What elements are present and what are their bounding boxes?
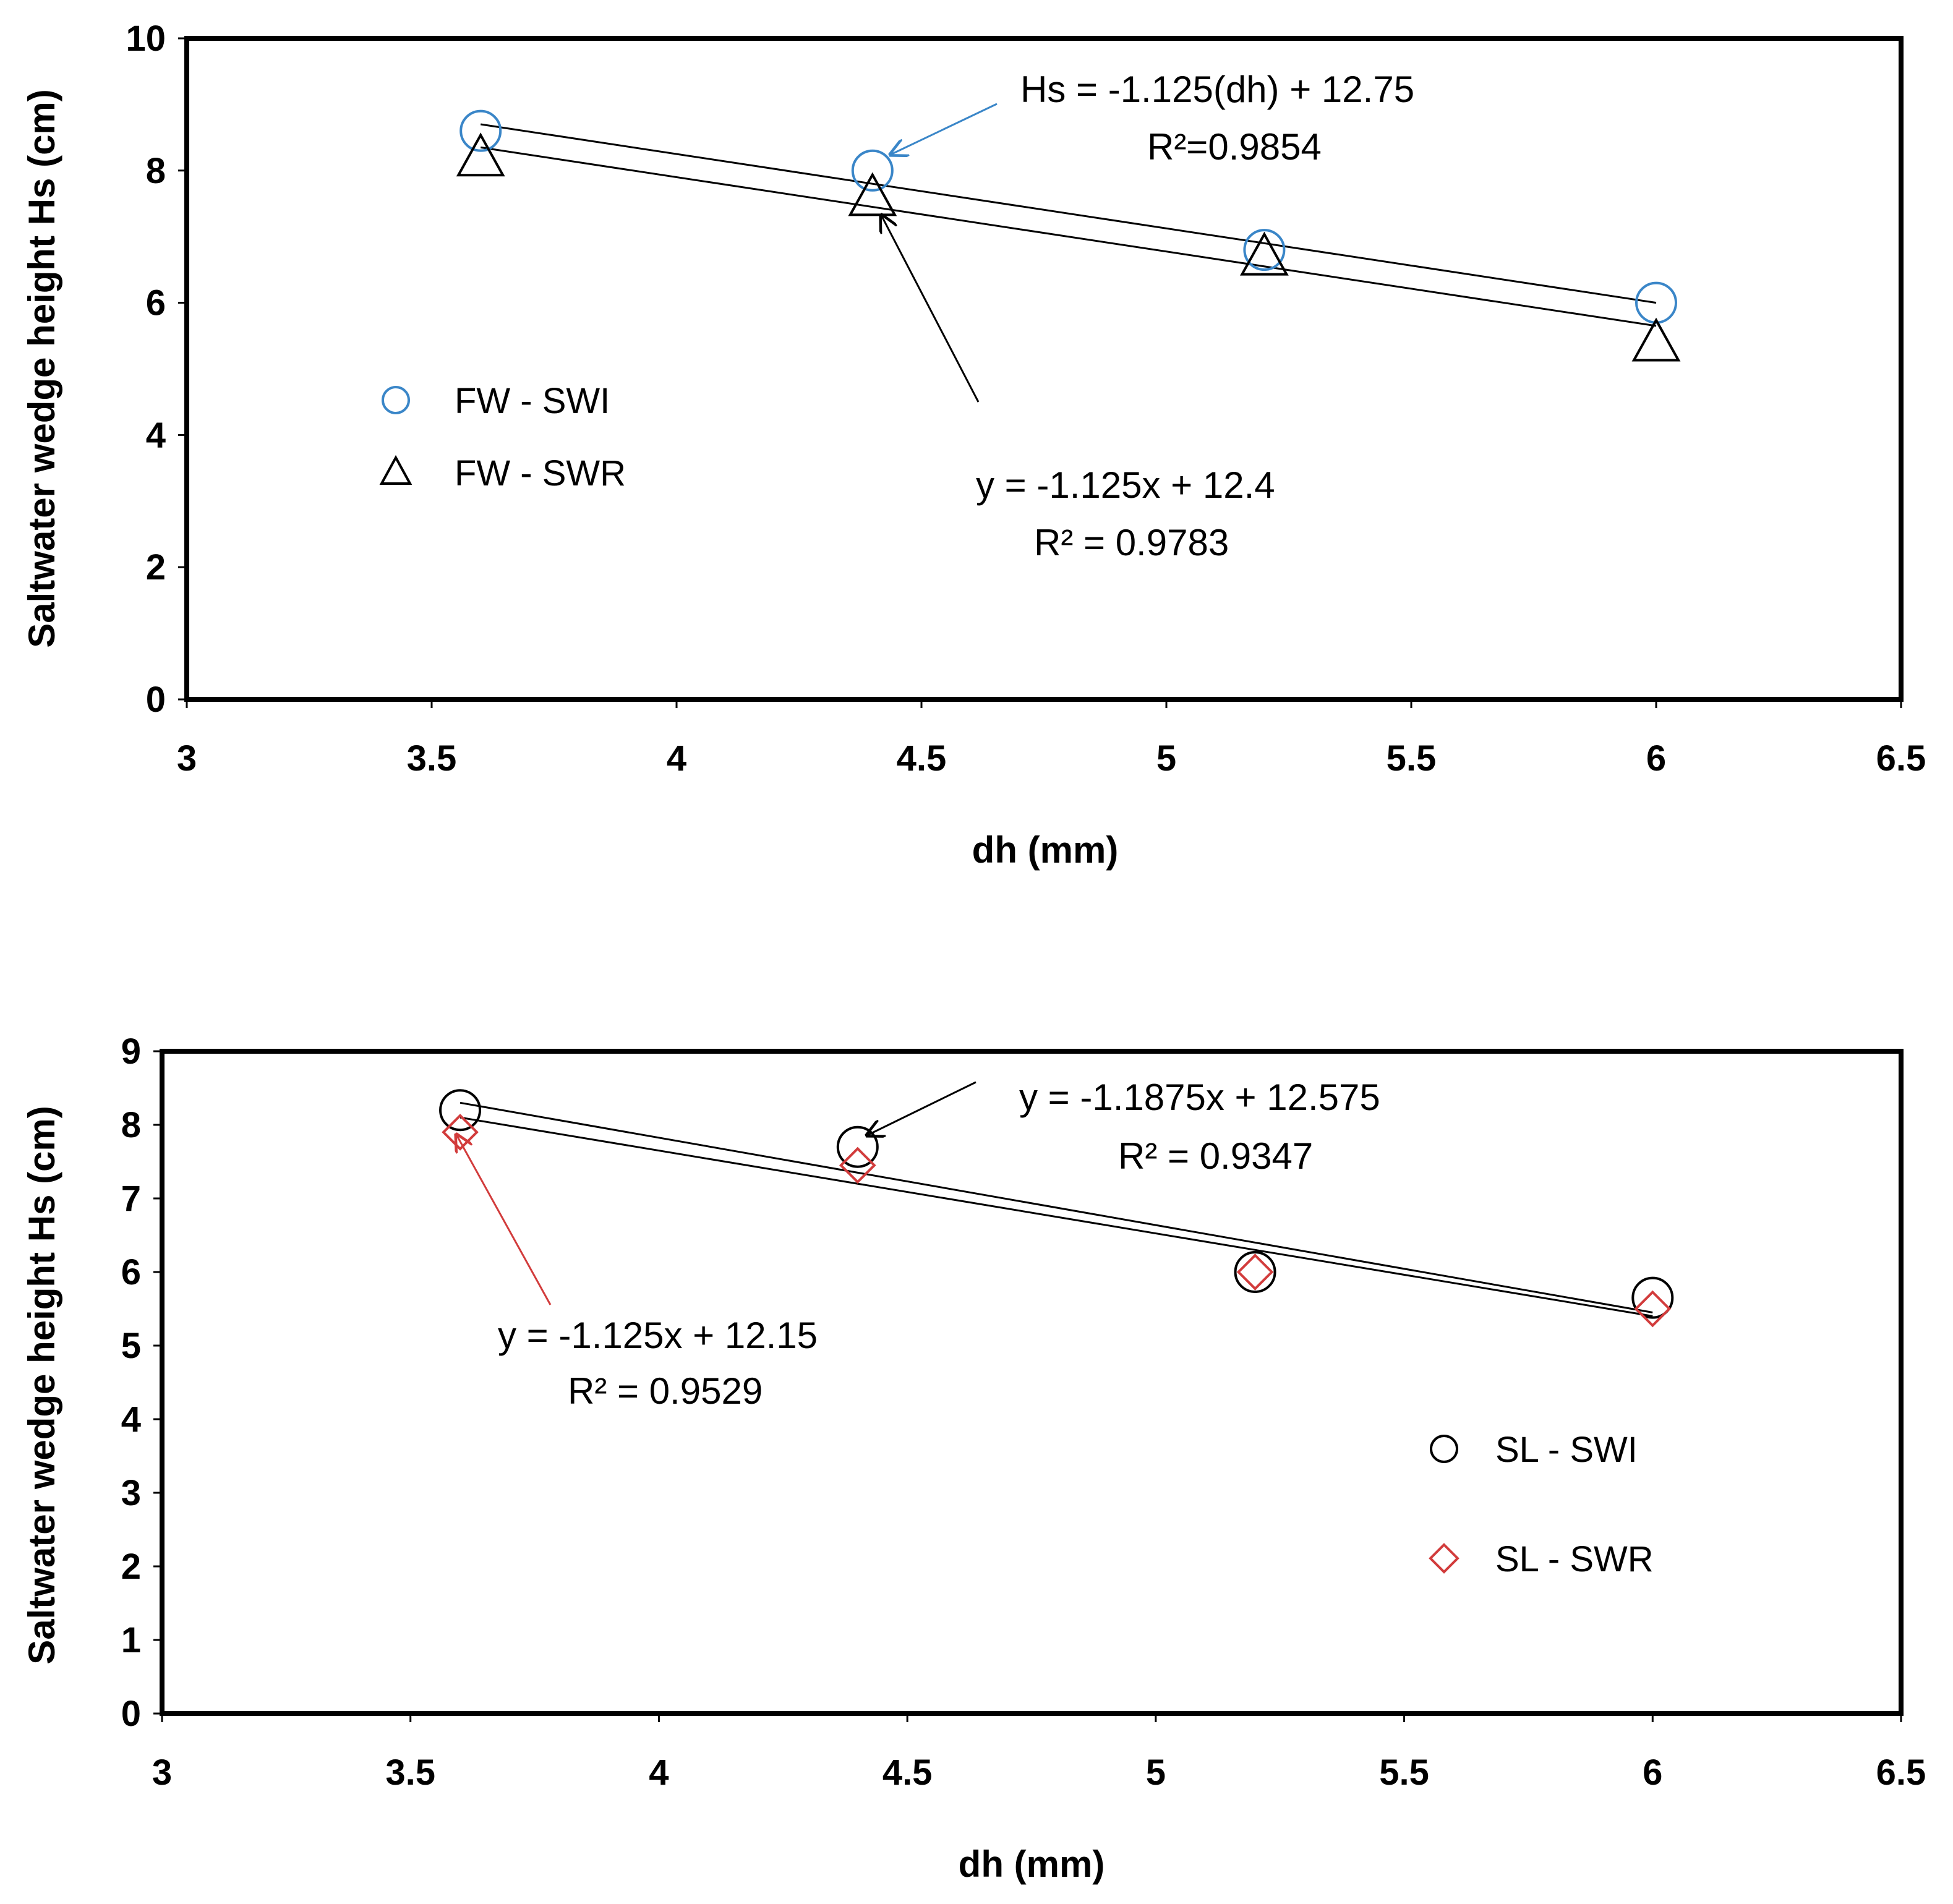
chart-1: 3 3.5 4 4.5 5 5.5 6 6.5 0 2 4 6 8 10 Saltwater wedge … <box>21 19 1926 871</box>
y-tick-label: 6 <box>121 1252 141 1292</box>
y-tick-label: 4 <box>121 1399 141 1440</box>
chart-2-ticks: 3 3.5 4 4.5 5 5.5 6 6.5 0 1 2 3 4 5 6 7 8 9 <box>121 1031 1926 1793</box>
legend-circle-marker-icon <box>1430 1435 1458 1463</box>
chart-1-plot-frame <box>184 36 1904 702</box>
chart-1-equation-fw-swi: Hs = -1.125(dh) + 12.75 <box>1020 69 1414 110</box>
trendline-fw-swi <box>480 123 1657 304</box>
data-point-sl-swi <box>1234 1251 1276 1293</box>
data-point-fw-swr <box>456 132 505 177</box>
x-tick-label: 4 <box>649 1752 669 1793</box>
chart-1-points <box>456 109 1681 362</box>
x-tick-label: 6.5 <box>1876 1752 1926 1793</box>
chart-1-y-axis-title: Saltwater wedge height Hs (cm) <box>21 89 62 648</box>
chart-2-y-axis-title: Saltwater wedge height Hs (cm) <box>21 1106 62 1665</box>
data-point-fw-swr <box>1631 317 1681 362</box>
chart-2-points <box>439 1089 1674 1328</box>
legend-label-sl-swr: SL - SWR <box>1495 1539 1654 1579</box>
data-point-sl-swr <box>1634 1290 1672 1328</box>
chart-2-trendlines <box>459 1101 1653 1317</box>
y-tick-label: 6 <box>146 283 166 323</box>
x-tick-label: 6.5 <box>1876 738 1926 779</box>
x-tick-label: 3 <box>177 738 197 779</box>
legend-circle-marker-icon <box>382 386 410 414</box>
data-point-fw-swi <box>1243 229 1286 271</box>
chart-1-arrow-fw-swi <box>891 103 998 155</box>
chart-1-trendlines <box>480 123 1657 327</box>
y-tick-label: 0 <box>121 1694 141 1734</box>
y-tick-label: 7 <box>121 1179 141 1219</box>
data-point-sl-swi <box>1631 1276 1674 1319</box>
data-point-fw-swi <box>459 109 502 152</box>
data-point-sl-swi <box>439 1089 482 1132</box>
chart-2-equation-sl-swi: y = -1.1875x + 12.575 <box>1019 1077 1380 1118</box>
chart-1-arrow-fw-swr <box>881 215 980 403</box>
y-tick-label: 10 <box>126 19 166 59</box>
data-point-fw-swr <box>848 172 897 216</box>
x-tick-label: 3.5 <box>407 738 457 779</box>
data-point-sl-swr <box>839 1146 876 1184</box>
y-tick-label: 2 <box>146 547 166 587</box>
chart-1-x-axis-title: dh (mm) <box>972 829 1119 871</box>
legend-label-fw-swr: FW - SWR <box>455 453 626 493</box>
legend-diamond-marker-icon <box>1429 1543 1459 1574</box>
chart-2-arrow-sl-swi <box>867 1081 976 1135</box>
data-point-sl-swi <box>836 1125 879 1168</box>
chart-1-r2-fw-swi: R²=0.9854 <box>1147 126 1322 168</box>
legend-label-sl-swi: SL - SWI <box>1495 1430 1638 1470</box>
y-tick-label: 5 <box>121 1326 141 1366</box>
trendline-sl-swi <box>459 1101 1653 1313</box>
x-tick-label: 4.5 <box>882 1752 933 1793</box>
chart-2-x-axis-title: dh (mm) <box>959 1843 1105 1885</box>
x-tick-label: 6 <box>1646 738 1666 779</box>
y-tick-label: 2 <box>121 1547 141 1587</box>
y-tick-label: 4 <box>146 415 166 455</box>
x-tick-label: 4 <box>667 738 686 779</box>
x-tick-label: 5.5 <box>1387 738 1437 779</box>
chart-2-r2-sl-swr: R² = 0.9529 <box>568 1370 763 1412</box>
chart-2-equation-sl-swr: y = -1.125x + 12.15 <box>498 1315 818 1356</box>
x-tick-label: 5 <box>1156 738 1176 779</box>
y-tick-label: 9 <box>121 1031 141 1072</box>
x-tick-label: 5.5 <box>1379 1752 1429 1793</box>
x-tick-label: 3 <box>152 1752 172 1793</box>
data-point-fw-swi <box>851 149 894 192</box>
y-tick-label: 0 <box>146 680 166 720</box>
legend-triangle-marker-icon <box>379 455 412 485</box>
legend-label-fw-swi: FW - SWI <box>455 381 610 421</box>
chart-2-r2-sl-swi: R² = 0.9347 <box>1118 1135 1313 1177</box>
x-tick-label: 6 <box>1643 1752 1662 1793</box>
x-tick-label: 3.5 <box>385 1752 435 1793</box>
chart-2-arrow-sl-swr <box>456 1135 552 1305</box>
y-tick-label: 8 <box>146 151 166 191</box>
data-point-sl-swr <box>1236 1253 1274 1291</box>
chart-1-legend: FW - SWI FW - SWR <box>379 381 626 493</box>
chart-2-legend: SL - SWI SL - SWR <box>1429 1430 1654 1579</box>
chart-2-plot-frame <box>160 1049 1904 1716</box>
y-tick-label: 8 <box>121 1105 141 1145</box>
trendline-fw-swr <box>480 146 1657 327</box>
chart-1-equation-fw-swr: y = -1.125x + 12.4 <box>976 464 1275 506</box>
chart-2: 3 3.5 4 4.5 5 5.5 6 6.5 0 1 2 3 4 5 6 7 8 9 Saltwater wed… <box>21 1031 1926 1885</box>
data-point-sl-swr <box>442 1114 479 1151</box>
chart-1-r2-fw-swr: R² = 0.9783 <box>1034 522 1229 563</box>
trendline-sl-swr <box>459 1116 1653 1317</box>
data-point-fw-swr <box>1240 231 1289 276</box>
x-tick-label: 4.5 <box>897 738 947 779</box>
y-tick-label: 1 <box>121 1620 141 1660</box>
chart-1-ticks: 3 3.5 4 4.5 5 5.5 6 6.5 0 2 4 6 8 10 <box>126 19 1926 779</box>
y-tick-label: 3 <box>121 1473 141 1513</box>
x-tick-label: 5 <box>1146 1752 1166 1793</box>
